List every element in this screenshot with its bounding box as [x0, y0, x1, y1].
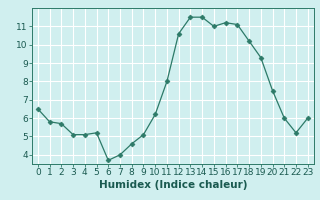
- X-axis label: Humidex (Indice chaleur): Humidex (Indice chaleur): [99, 180, 247, 190]
